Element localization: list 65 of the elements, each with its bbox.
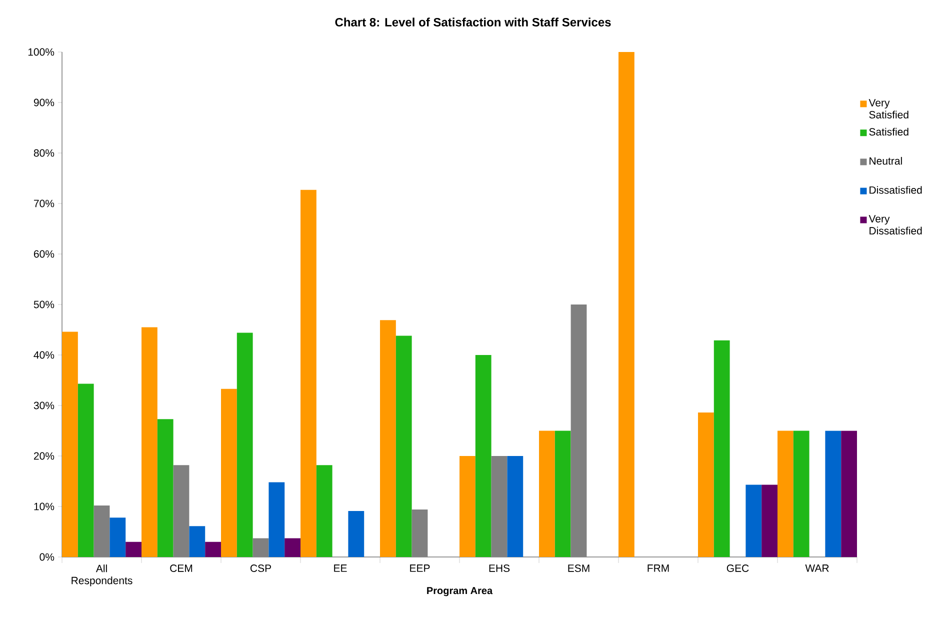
y-tick-label: 80% — [34, 149, 54, 157]
chart-title: Chart 8: Level of Satisfaction with Staff Services — [335, 18, 611, 26]
bar — [78, 384, 94, 557]
bar — [284, 538, 301, 557]
legend-label: Very Dissatisfied — [868, 215, 922, 235]
bar — [841, 430, 857, 557]
y-tick-label: 40% — [34, 351, 54, 359]
bar — [348, 511, 364, 557]
bar — [825, 430, 842, 557]
legend-label: Very Satisfied — [868, 99, 908, 118]
x-tick-label: EE — [334, 564, 347, 572]
bar — [412, 510, 428, 557]
y-tick-label: 10% — [34, 502, 54, 510]
bar — [268, 482, 285, 557]
y-tick-label: 50% — [34, 300, 54, 308]
bar — [714, 340, 730, 557]
bar — [252, 538, 269, 557]
bar — [300, 190, 316, 557]
bar — [380, 320, 396, 557]
bar — [554, 430, 571, 557]
bar — [157, 419, 174, 557]
x-axis-title: Program Area — [427, 587, 493, 596]
bar — [396, 336, 412, 557]
bar — [142, 327, 158, 557]
bar — [221, 388, 237, 557]
y-tick-label: 0% — [40, 553, 54, 561]
x-tick-label: FRM — [648, 564, 669, 572]
bar — [205, 542, 222, 557]
legend-label: Dissatisfied — [870, 186, 922, 194]
bar — [491, 456, 508, 557]
bar — [189, 526, 206, 557]
legend-label: Neutral — [870, 156, 902, 165]
bar — [507, 456, 524, 557]
bar — [746, 484, 762, 557]
y-tick-label: 60% — [34, 250, 54, 258]
x-tick-label: CSP — [250, 564, 271, 572]
y-tick-label: 100% — [28, 48, 54, 56]
bar — [236, 332, 253, 557]
bar — [777, 430, 794, 557]
bar — [793, 430, 810, 557]
bar — [110, 518, 126, 557]
bar — [460, 456, 476, 557]
y-tick-label: 30% — [34, 402, 54, 410]
x-tick-label: GEC — [726, 564, 749, 572]
bar — [570, 304, 587, 557]
bar — [698, 412, 714, 557]
bar — [62, 332, 78, 557]
x-tick-label: WAR — [805, 564, 829, 572]
x-tick-label: CEM — [170, 564, 192, 572]
x-tick-label: EHS — [489, 564, 510, 572]
bar — [475, 354, 492, 557]
bar — [618, 52, 634, 557]
y-tick-label: 20% — [34, 452, 54, 460]
legend-label: Satisfied — [869, 128, 908, 136]
bar — [126, 542, 142, 557]
bar — [316, 465, 332, 557]
y-tick-label: 90% — [34, 98, 54, 106]
y-tick-label: 70% — [34, 200, 54, 208]
bar — [173, 465, 190, 557]
bar — [539, 430, 555, 557]
bar — [94, 505, 110, 557]
x-tick-label: ESM — [568, 564, 590, 572]
bar — [762, 484, 778, 557]
x-tick-label: EEP — [410, 564, 430, 572]
x-tick-label: All Respondents — [72, 564, 132, 586]
